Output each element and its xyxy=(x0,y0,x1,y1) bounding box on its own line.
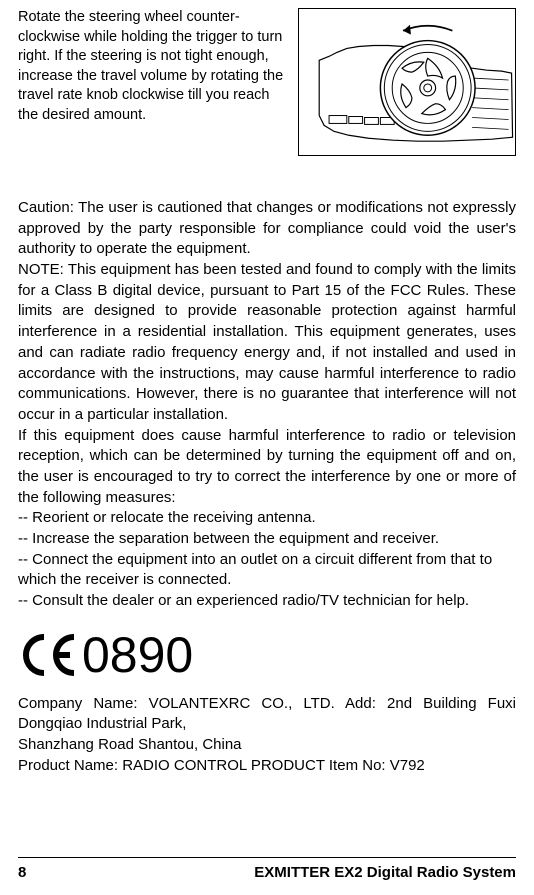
ce-number: 0890 xyxy=(82,630,193,680)
body-text: Caution: The user is cautioned that chan… xyxy=(18,198,516,612)
transmitter-svg xyxy=(299,9,515,155)
company-line-3: Product Name: RADIO CONTROL PRODUCT Item… xyxy=(18,756,516,777)
page-footer: 8 EXMITTER EX2 Digital Radio System xyxy=(18,857,516,881)
ce-logo-icon xyxy=(18,631,82,679)
measure-3: -- Connect the equipment into an outlet … xyxy=(18,550,516,591)
note-paragraph: NOTE: This equipment has been tested and… xyxy=(18,260,516,426)
caution-paragraph: Caution: The user is cautioned that chan… xyxy=(18,198,516,260)
interference-paragraph: If this equipment does cause harmful int… xyxy=(18,426,516,509)
company-info: Company Name: VOLANTEXRC CO., LTD. Add: … xyxy=(18,694,516,777)
instruction-text: Rotate the steering wheel counter-clockw… xyxy=(18,8,288,156)
measure-4: -- Consult the dealer or an experienced … xyxy=(18,591,516,612)
company-line-2: Shanzhang Road Shantou, China xyxy=(18,735,516,756)
ce-mark: 0890 xyxy=(18,630,516,680)
top-section: Rotate the steering wheel counter-clockw… xyxy=(18,8,516,156)
measure-1: -- Reorient or relocate the receiving an… xyxy=(18,508,516,529)
transmitter-diagram xyxy=(298,8,516,156)
footer-title: EXMITTER EX2 Digital Radio System xyxy=(254,864,516,881)
measure-2: -- Increase the separation between the e… xyxy=(18,529,516,550)
page-number: 8 xyxy=(18,864,26,881)
company-line-1: Company Name: VOLANTEXRC CO., LTD. Add: … xyxy=(18,694,516,735)
